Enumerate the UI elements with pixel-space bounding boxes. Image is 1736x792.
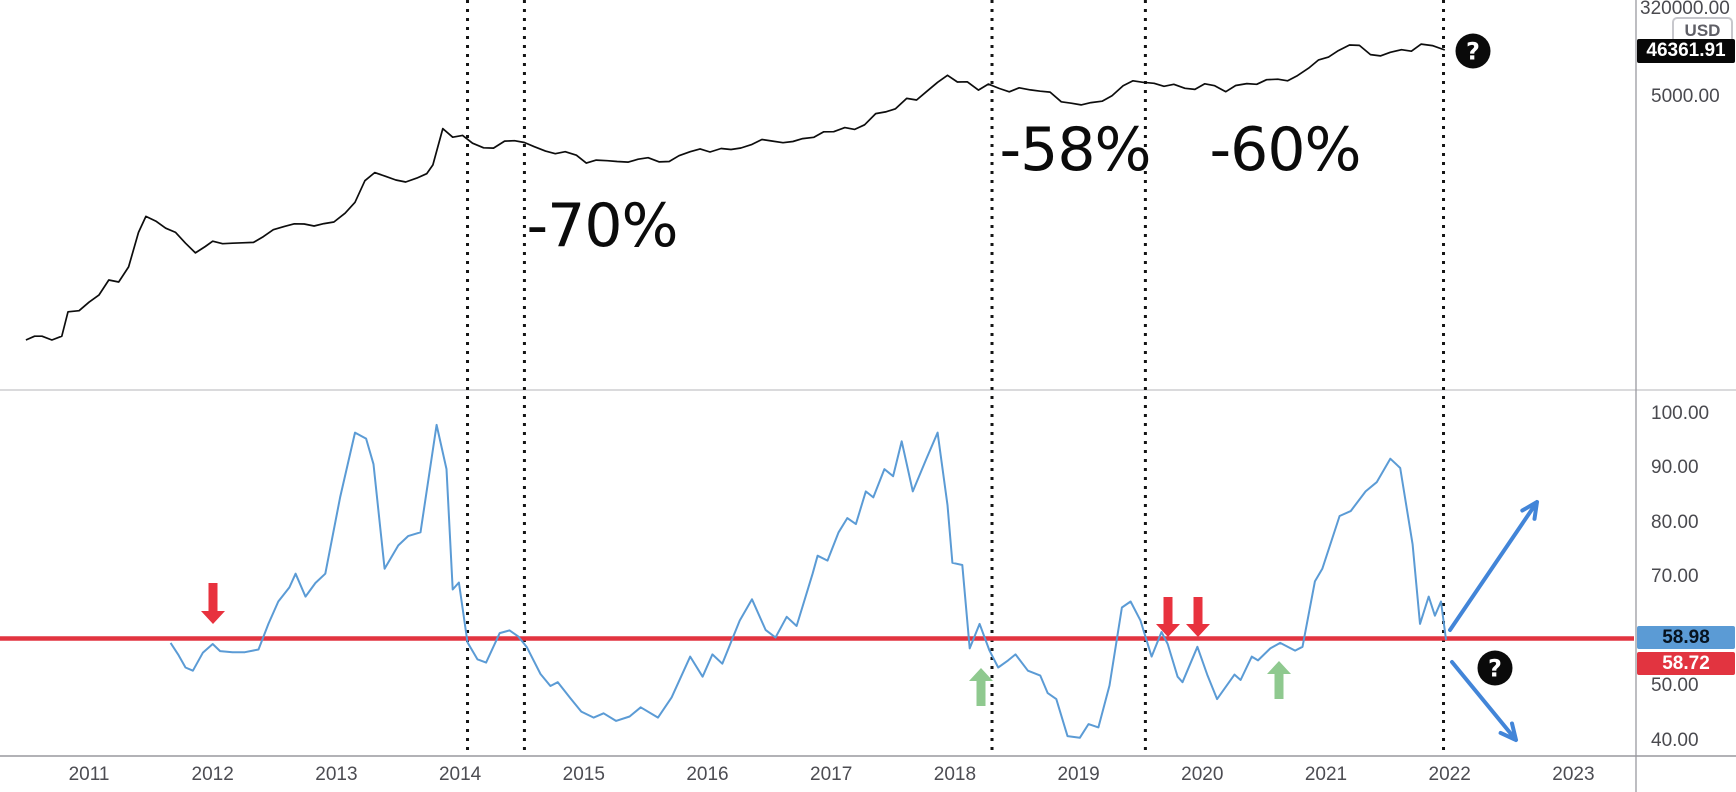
oscillator-axis-tick: 70.00 xyxy=(1651,566,1699,587)
level-line-value-badge: 58.72 xyxy=(1637,652,1735,675)
price-line xyxy=(25,43,1446,341)
x-axis-year-label: 2015 xyxy=(562,764,605,785)
green-up-arrow-icon xyxy=(969,668,993,706)
x-axis-year-label: 2019 xyxy=(1057,764,1100,785)
red-down-arrow-icon xyxy=(1186,597,1210,637)
x-axis-year-label: 2023 xyxy=(1552,764,1595,785)
question-mark-icon: ? xyxy=(1455,33,1491,69)
price-axis-top-tick: 320000.00 xyxy=(1640,0,1730,19)
red-down-arrow-icon xyxy=(201,583,225,624)
drawdown-annotation-60: -60% xyxy=(1209,115,1361,185)
blue-trend-arrow-icon xyxy=(1450,660,1518,742)
x-axis-year-label: 2017 xyxy=(810,764,853,785)
red-down-arrow-icon xyxy=(1156,597,1180,637)
drawdown-annotation-58: -58% xyxy=(999,115,1151,185)
x-axis-year-label: 2022 xyxy=(1428,764,1471,785)
blue-trend-arrow-icon xyxy=(1448,500,1539,632)
oscillator-last-value-badge: 58.98 xyxy=(1637,626,1735,649)
oscillator-axis-tick: 100.00 xyxy=(1651,402,1710,424)
last-price-badge: 46361.91 xyxy=(1637,39,1735,63)
oscillator-line xyxy=(169,423,1447,739)
x-axis-year-label: 2020 xyxy=(1181,764,1224,785)
oscillator-axis-tick: 80.00 xyxy=(1651,511,1699,533)
x-axis-year-label: 2013 xyxy=(315,764,358,785)
price-axis-tick: 5000.00 xyxy=(1651,86,1720,107)
x-axis-year-label: 2011 xyxy=(68,764,110,785)
question-mark-icon: ? xyxy=(1477,650,1513,686)
green-up-arrow-icon xyxy=(1267,661,1291,699)
x-axis-year-label: 2014 xyxy=(438,764,482,785)
drawdown-annotation-70: -70% xyxy=(526,191,678,261)
oscillator-axis-tick: 40.00 xyxy=(1651,729,1699,751)
oscillator-axis-tick: 50.00 xyxy=(1651,675,1699,696)
x-axis-year-label: 2012 xyxy=(191,764,234,785)
x-axis-year-label: 2016 xyxy=(686,764,729,785)
x-axis-year-label: 2021 xyxy=(1304,764,1348,785)
oscillator-axis-tick: 90.00 xyxy=(1651,457,1699,478)
x-axis-year-label: 2018 xyxy=(933,764,977,785)
